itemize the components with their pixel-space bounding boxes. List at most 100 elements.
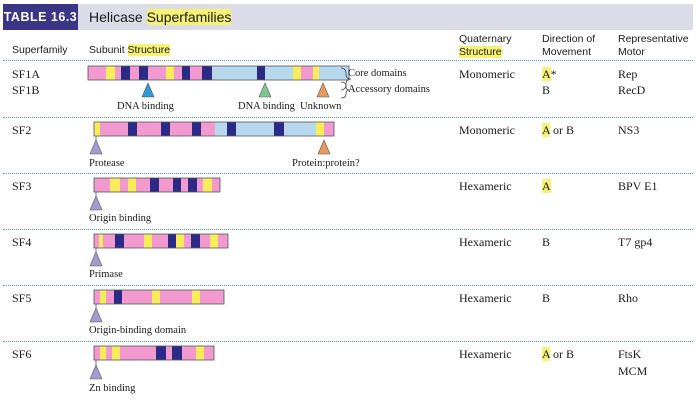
representative-motor: FtsK [618,347,642,361]
motif-block-yellow [313,66,319,80]
core-domain-segment [170,122,192,136]
column-header-subunit-structure: Subunit Structure [89,44,171,57]
direction-rest: or B [550,123,575,137]
motif-block-dark [150,178,159,192]
motif-block-yellow [203,178,212,192]
motif-block-yellow [196,346,204,360]
column-header-superfamily: Superfamily [12,44,68,56]
motif-block-dark [227,122,236,136]
protein-bar-outline [93,121,335,137]
domain-marker-triangle [89,364,103,380]
motif-block-dark [114,290,122,304]
row-divider [3,229,693,230]
core-domain-segment [124,234,144,248]
core-domain-segment [212,178,220,192]
zn-binding-label: Zn binding [89,383,136,394]
dna-binding-label: DNA binding [117,101,174,112]
core-domain-segment [120,178,128,192]
column-header-motor: Representative Motor [618,33,689,59]
superfamily-label: SF6 [12,347,32,361]
protein-bar-outline [93,177,221,193]
column-header-direction: Direction of Movement [542,33,595,59]
column-header-direction-line2: Movement [542,46,592,58]
motif-block-dark [191,234,200,248]
domain-marker-triangle [317,139,331,155]
motif-block-yellow [210,234,218,248]
direction-rest: B [542,235,551,249]
representative-motor: MCM [618,364,648,378]
core-domain-segment [106,290,114,304]
column-header-direction-line1: Direction of [542,33,596,45]
quaternary-structure: Hexameric [459,179,512,193]
direction-of-movement: A [542,179,551,194]
core-domain-segment [94,234,99,248]
direction-of-movement: B [542,235,550,250]
motif-block-dark [168,234,176,248]
motif-block-dark [156,346,166,360]
superfamily-label: SF5 [12,291,32,305]
protein-bar-outline [93,233,229,249]
quaternary-structure: Hexameric [459,347,512,361]
domain-marker-triangle [89,139,103,155]
core-domain-segment [94,178,110,192]
motif-block-dark [172,346,182,360]
direction-rest: * [550,67,557,81]
row-divider [3,117,693,118]
superfamily-label: SF1A [12,67,41,81]
core-domain-segment [94,290,100,304]
core-domain-segment [200,234,210,248]
core-domain-segment [136,178,150,192]
domain-marker-triangle [141,82,155,98]
core-domain-segment [115,66,121,80]
domain-marker-triangle [89,251,103,267]
direction-highlight: A [542,123,551,137]
domain-marker-triangle [89,195,103,211]
column-header-motor-line1: Representative [618,33,689,45]
motif-block-dark [161,122,170,136]
motif-block-yellow [128,178,136,192]
core-domain-segment [148,66,166,80]
protease-label: Protease [89,158,125,169]
core-domain-segment [197,178,203,192]
row-divider [3,173,693,174]
motif-block-dark [128,122,137,136]
column-header-quaternary-line2: Structure [459,46,502,58]
table-title: Helicase Superfamilies [89,4,232,30]
core-domain-segment [106,346,112,360]
domain-marker-triangle [89,307,103,323]
accessory-domain-segment [236,122,274,136]
table-title-plain: Helicase [89,9,147,25]
motif-block-dark [139,66,148,80]
representative-motor: Rep [618,67,638,81]
core-domain-segment [88,66,106,80]
core-domain-segment [200,290,224,304]
direction-rest: or B [550,347,575,361]
accessory-domain-segment [265,66,293,80]
quaternary-structure: Monomeric [459,123,515,137]
column-header-quaternary: Quaternary Structure [459,33,512,59]
direction-of-movement: A* [542,67,557,82]
core-domain-segment [218,234,228,248]
accessory-domain-segment [284,122,316,136]
row-divider [3,285,693,286]
core-domains-bracket [340,67,352,91]
motif-block-dark [257,66,265,80]
protein-bar-outline [93,289,225,305]
core-domain-segment [159,178,173,192]
core-domain-segment [103,234,115,248]
motif-block-yellow [100,290,106,304]
motif-block-yellow [293,66,301,80]
motif-block-dark [121,66,130,80]
protein-bar-outline [87,65,350,81]
core-domain-segment [122,290,152,304]
core-domain-segment [324,122,334,136]
core-domain-segment [137,122,161,136]
direction-of-movement: A or B [542,123,574,138]
core-domain-segment [190,66,202,80]
motif-block-dark [188,178,197,192]
motif-block-yellow [166,66,174,80]
core-domain-segment [301,66,313,80]
motif-block-yellow [106,66,115,80]
header-divider [3,60,693,61]
